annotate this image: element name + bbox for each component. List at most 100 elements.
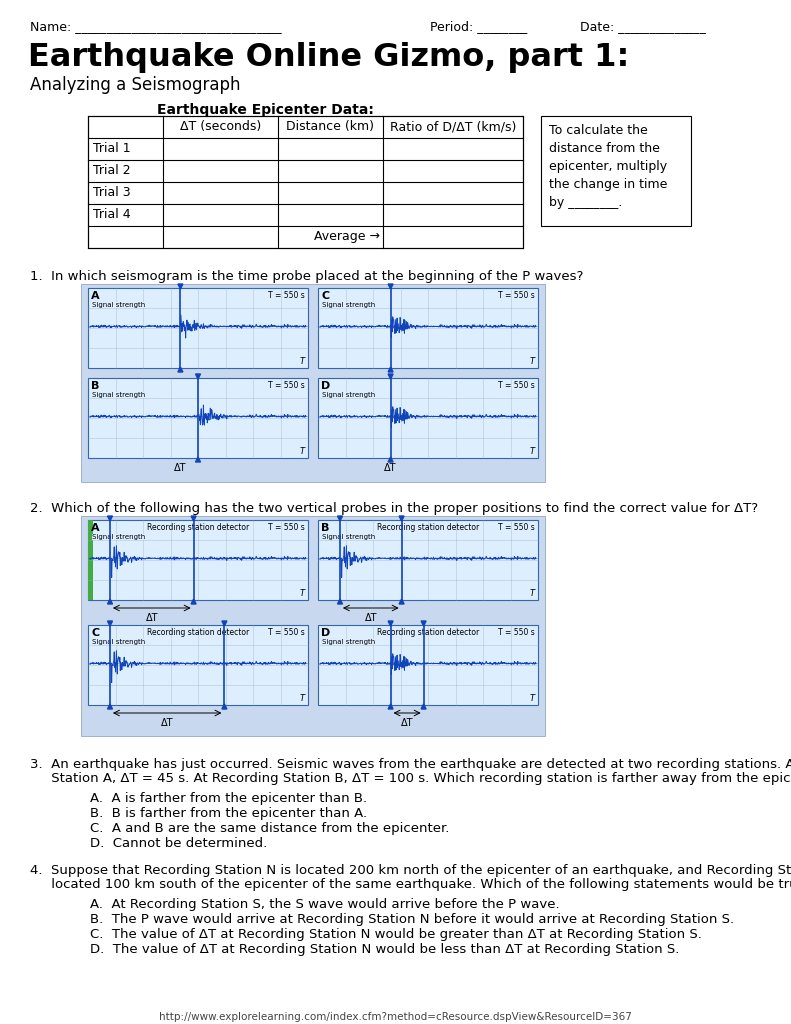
Text: Signal strength: Signal strength — [92, 392, 146, 398]
Polygon shape — [399, 516, 404, 521]
Text: Recording station detector: Recording station detector — [147, 523, 249, 532]
Text: T: T — [530, 694, 535, 703]
Text: Recording station detector: Recording station detector — [147, 628, 249, 637]
Text: T = 550 s: T = 550 s — [268, 523, 305, 532]
Polygon shape — [108, 516, 112, 521]
Text: Signal strength: Signal strength — [322, 534, 375, 540]
Polygon shape — [108, 705, 112, 709]
Text: T = 550 s: T = 550 s — [498, 523, 535, 532]
Text: C.  A and B are the same distance from the epicenter.: C. A and B are the same distance from th… — [90, 822, 449, 835]
Bar — [88, 116, 523, 248]
Polygon shape — [222, 621, 227, 626]
Bar — [318, 288, 538, 368]
Bar — [81, 516, 545, 736]
Text: Signal strength: Signal strength — [322, 392, 375, 398]
Bar — [541, 116, 691, 226]
Text: T: T — [530, 589, 535, 598]
Text: Signal strength: Signal strength — [92, 302, 146, 308]
Polygon shape — [388, 367, 393, 372]
Text: C: C — [321, 291, 329, 301]
Text: Signal strength: Signal strength — [92, 639, 146, 645]
Text: Ratio of D/ΔT (km/s): Ratio of D/ΔT (km/s) — [390, 120, 517, 133]
Text: T = 550 s: T = 550 s — [498, 381, 535, 390]
Text: ΔT: ΔT — [146, 613, 158, 623]
Text: Name: _________________________________: Name: _________________________________ — [30, 20, 282, 33]
Polygon shape — [191, 599, 196, 604]
Text: ΔT: ΔT — [365, 613, 377, 623]
Text: T: T — [300, 589, 305, 598]
Bar — [318, 625, 538, 705]
Bar — [88, 378, 308, 458]
Bar — [318, 520, 538, 600]
Polygon shape — [388, 284, 393, 289]
Polygon shape — [399, 599, 404, 604]
Text: Distance (km): Distance (km) — [286, 120, 374, 133]
Text: Signal strength: Signal strength — [322, 639, 375, 645]
Text: Recording station detector: Recording station detector — [377, 523, 479, 532]
Text: D.  Cannot be determined.: D. Cannot be determined. — [90, 837, 267, 850]
Polygon shape — [338, 516, 343, 521]
Bar — [81, 284, 545, 482]
Text: Period: ________: Period: ________ — [430, 20, 528, 33]
Text: Analyzing a Seismograph: Analyzing a Seismograph — [30, 76, 240, 94]
Polygon shape — [421, 705, 426, 709]
Text: ΔT: ΔT — [401, 718, 414, 728]
Text: D: D — [321, 628, 331, 638]
Text: A: A — [91, 291, 100, 301]
Polygon shape — [222, 705, 227, 709]
Text: 1.  In which seismogram is the time probe placed at the beginning of the P waves: 1. In which seismogram is the time probe… — [30, 270, 584, 283]
Text: located 100 km south of the epicenter of the same earthquake. Which of the follo: located 100 km south of the epicenter of… — [30, 878, 791, 891]
Text: T: T — [530, 357, 535, 366]
Text: Earthquake Epicenter Data:: Earthquake Epicenter Data: — [157, 103, 373, 117]
Bar — [88, 625, 308, 705]
Polygon shape — [178, 367, 183, 372]
Text: A: A — [91, 523, 100, 534]
Text: Earthquake Online Gizmo, part 1:: Earthquake Online Gizmo, part 1: — [28, 42, 630, 73]
Text: To calculate the
distance from the
epicenter, multiply
the change in time
by ___: To calculate the distance from the epice… — [549, 124, 668, 209]
Polygon shape — [191, 516, 196, 521]
Text: T: T — [300, 357, 305, 366]
Polygon shape — [195, 374, 200, 379]
Text: Signal strength: Signal strength — [322, 302, 375, 308]
Polygon shape — [195, 457, 200, 462]
Text: B.  The P wave would arrive at Recording Station N before it would arrive at Rec: B. The P wave would arrive at Recording … — [90, 913, 734, 926]
Text: A.  A is farther from the epicenter than B.: A. A is farther from the epicenter than … — [90, 792, 367, 805]
Text: Trial 4: Trial 4 — [93, 208, 131, 221]
Text: T: T — [300, 694, 305, 703]
Text: C: C — [91, 628, 99, 638]
Text: Recording station detector: Recording station detector — [377, 628, 479, 637]
Polygon shape — [108, 599, 112, 604]
Polygon shape — [388, 457, 393, 462]
Bar — [88, 520, 93, 600]
Text: ΔT: ΔT — [174, 463, 187, 473]
Polygon shape — [108, 621, 112, 626]
Text: T: T — [300, 447, 305, 456]
Text: D.  The value of ΔT at Recording Station N would be less than ΔT at Recording St: D. The value of ΔT at Recording Station … — [90, 943, 679, 956]
Polygon shape — [388, 621, 393, 626]
Text: T = 550 s: T = 550 s — [498, 291, 535, 300]
Text: ΔT: ΔT — [384, 463, 397, 473]
Text: T = 550 s: T = 550 s — [498, 628, 535, 637]
Text: Trial 1: Trial 1 — [93, 142, 131, 155]
Bar — [88, 520, 308, 600]
Text: D: D — [321, 381, 331, 391]
Polygon shape — [178, 284, 183, 289]
Text: Signal strength: Signal strength — [92, 534, 146, 540]
Polygon shape — [421, 621, 426, 626]
Text: T = 550 s: T = 550 s — [268, 291, 305, 300]
Text: T: T — [530, 447, 535, 456]
Text: A.  At Recording Station S, the S wave would arrive before the P wave.: A. At Recording Station S, the S wave wo… — [90, 898, 559, 911]
Polygon shape — [388, 705, 393, 709]
Text: ΔT: ΔT — [161, 718, 173, 728]
Text: C.  The value of ΔT at Recording Station N would be greater than ΔT at Recording: C. The value of ΔT at Recording Station … — [90, 928, 702, 941]
Text: Trial 3: Trial 3 — [93, 186, 131, 199]
Bar — [88, 288, 308, 368]
Text: T = 550 s: T = 550 s — [268, 381, 305, 390]
Text: B.  B is farther from the epicenter than A.: B. B is farther from the epicenter than … — [90, 807, 367, 820]
Text: 4.  Suppose that Recording Station N is located 200 km north of the epicenter of: 4. Suppose that Recording Station N is l… — [30, 864, 791, 877]
Text: http://www.explorelearning.com/index.cfm?method=cResource.dspView&ResourceID=367: http://www.explorelearning.com/index.cfm… — [158, 1012, 631, 1022]
Text: B: B — [321, 523, 329, 534]
Text: Trial 2: Trial 2 — [93, 164, 131, 177]
Text: 3.  An earthquake has just occurred. Seismic waves from the earthquake are detec: 3. An earthquake has just occurred. Seis… — [30, 758, 791, 771]
Text: Date: ______________: Date: ______________ — [580, 20, 706, 33]
